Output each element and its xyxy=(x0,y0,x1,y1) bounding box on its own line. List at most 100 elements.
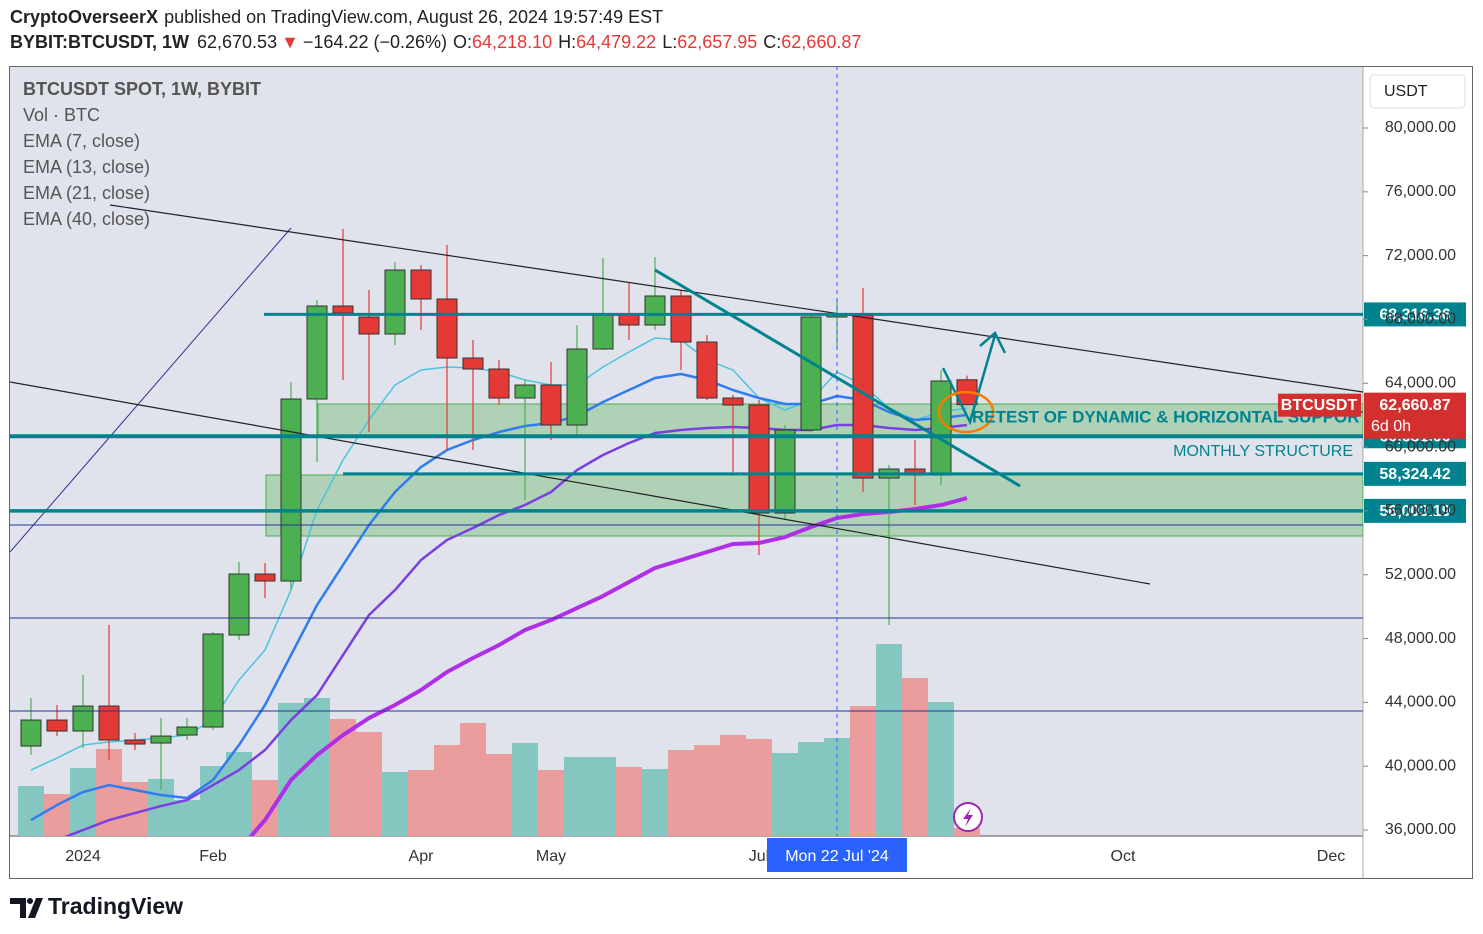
level-label: 68,316.36 xyxy=(1379,307,1450,324)
candle-body xyxy=(696,341,718,399)
annotation: MONTHLY STRUCTURE xyxy=(1173,443,1353,460)
x-tick-label: Oct xyxy=(1111,848,1136,865)
x-tick-label: Feb xyxy=(199,848,227,865)
candle-body xyxy=(254,573,276,582)
y-tick-label: 60,000.00 xyxy=(1385,438,1456,455)
volume-bar xyxy=(96,749,122,836)
level-label-box xyxy=(1364,498,1466,523)
publisher: CryptoOverseerX xyxy=(10,7,158,27)
arrow xyxy=(941,334,997,426)
volume-bar xyxy=(928,702,954,836)
volume-bar xyxy=(772,753,798,836)
symbol-label: BTCUSDT xyxy=(1281,397,1358,414)
candle-body xyxy=(514,384,536,399)
volume-bar xyxy=(850,706,876,836)
candle-body xyxy=(592,313,614,350)
volume-bar xyxy=(876,644,902,836)
candle-body xyxy=(306,305,328,400)
ema-line xyxy=(248,496,968,836)
price: 62,670.53 xyxy=(197,32,277,52)
x-tick-label: May xyxy=(536,848,566,865)
o-label: O: xyxy=(453,32,472,52)
currency: USDT xyxy=(1384,83,1428,100)
arrow: ▼ xyxy=(281,32,299,52)
x-tick-label: Apr xyxy=(409,848,435,865)
volume-bar xyxy=(200,766,226,836)
trend-line xyxy=(109,204,1363,393)
volume-bar xyxy=(798,742,824,836)
candle-body xyxy=(176,726,198,736)
volume-bar xyxy=(434,745,460,836)
volume-bar xyxy=(642,769,668,836)
legend-ema: EMA (40, close) xyxy=(23,209,150,229)
candle-body xyxy=(670,295,692,343)
legend-ema: EMA (7, close) xyxy=(23,131,140,151)
candle-body xyxy=(332,305,354,314)
o: 64,218.10 xyxy=(472,32,552,52)
h: 64,479.22 xyxy=(576,32,656,52)
y-tick-label: 40,000.00 xyxy=(1385,757,1456,774)
y-tick-label: 48,000.00 xyxy=(1385,630,1456,647)
volume-bar xyxy=(486,754,512,836)
symbol: BYBIT:BTCUSDT, 1W xyxy=(10,32,189,52)
levels: 68,316.3660,681.0058,324.4256,003.19BTCU… xyxy=(10,302,1466,523)
crosshair-label: Mon 22 Jul '24 xyxy=(785,848,889,865)
level-label: 56,003.19 xyxy=(1379,503,1450,520)
candle-body xyxy=(722,397,744,406)
candle-body xyxy=(800,316,822,431)
candle-body xyxy=(150,735,172,744)
l-label: L: xyxy=(662,32,677,52)
logo: TradingView xyxy=(10,893,183,919)
candle-body xyxy=(644,295,666,326)
plot-background xyxy=(10,67,1363,836)
volume-bar xyxy=(408,770,434,836)
published: published on TradingView.com, August 26,… xyxy=(164,7,663,27)
y-tick-label: 68,000.00 xyxy=(1385,311,1456,328)
h-label: H: xyxy=(558,32,576,52)
currency-box[interactable] xyxy=(1369,74,1466,109)
candle-body xyxy=(436,298,458,359)
candle-body xyxy=(358,316,380,335)
candle-body xyxy=(228,573,250,636)
candle-body xyxy=(280,398,302,582)
trend-line xyxy=(10,227,292,553)
candle-body xyxy=(410,269,432,300)
volume-bar xyxy=(174,800,200,836)
candle-body xyxy=(384,269,406,335)
volume-bar xyxy=(70,768,96,836)
last-price-box xyxy=(1364,392,1466,439)
alert-bolt xyxy=(963,808,973,827)
crosshair-box xyxy=(767,838,907,872)
countdown: 6d 0h xyxy=(1371,418,1411,435)
candle-body xyxy=(774,429,796,514)
candle-body xyxy=(46,719,68,732)
legend-title: BTCUSDT SPOT, 1W, BYBIT xyxy=(23,79,261,99)
volume-bar xyxy=(226,752,252,836)
legend-volume: Vol · BTC xyxy=(23,105,100,125)
last-price-label: 62,660.87 xyxy=(1379,397,1450,414)
legend-ema: EMA (21, close) xyxy=(23,183,150,203)
candle-body xyxy=(72,705,94,732)
y-tick-label: 80,000.00 xyxy=(1385,119,1456,136)
brand: TradingView xyxy=(48,893,183,919)
volume-bar xyxy=(460,723,486,836)
candle-body xyxy=(540,384,562,426)
x-tick-label: Dec xyxy=(1317,848,1345,865)
level-label-box xyxy=(1364,302,1466,327)
y-tick-label: 52,000.00 xyxy=(1385,566,1456,583)
volume-bar xyxy=(356,732,382,836)
y-tick-label: 72,000.00 xyxy=(1385,247,1456,264)
y-tick-label: 64,000.00 xyxy=(1385,374,1456,391)
volume-bar xyxy=(694,745,720,836)
volume-bar xyxy=(512,743,538,836)
header-line-2: BYBIT:BTCUSDT, 1W 62,670.53 ▼ −164.22 (−0.2… xyxy=(10,32,861,52)
volume-bar xyxy=(954,828,980,836)
volume-bar xyxy=(590,757,616,836)
drawings: RETEST OF DYNAMIC & HORIZONTAL SUPPORT M… xyxy=(10,66,1363,836)
candle-body xyxy=(748,404,770,514)
candle-body xyxy=(202,633,224,728)
volume-bar xyxy=(720,735,746,836)
header-line-1: CryptoOverseerX published on TradingView.… xyxy=(10,7,663,27)
y-tick-label: 76,000.00 xyxy=(1385,183,1456,200)
